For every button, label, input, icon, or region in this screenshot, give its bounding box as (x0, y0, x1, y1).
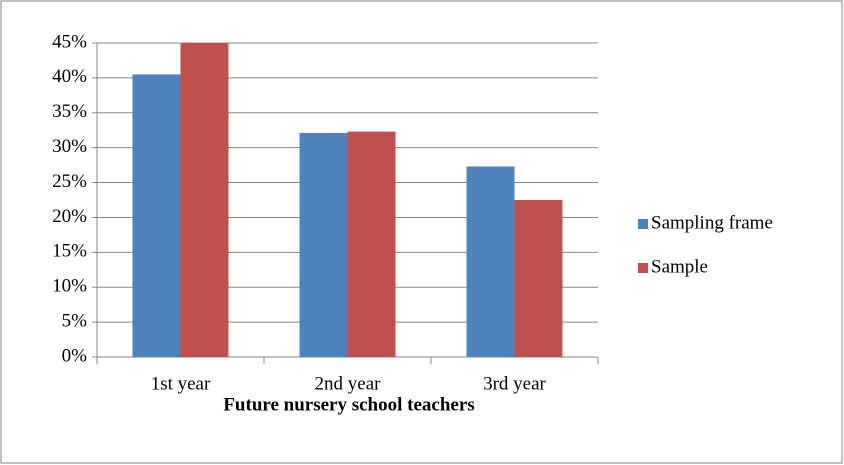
y-tick-label: 0% (62, 345, 88, 366)
x-tick-label: 1st year (151, 373, 211, 394)
legend-swatch (638, 263, 648, 273)
y-tick-label: 10% (52, 276, 87, 297)
bar (466, 166, 515, 357)
bar (132, 74, 181, 358)
y-tick-label: 5% (62, 310, 88, 331)
bar (299, 133, 348, 357)
legend-label: Sampling frame (651, 212, 773, 233)
x-axis-title: Future nursery school teachers (223, 394, 474, 415)
legend-swatch (638, 219, 648, 229)
y-tick-label: 30% (52, 136, 87, 157)
bar (514, 200, 563, 357)
y-tick-label: 20% (52, 206, 87, 227)
y-tick-label: 35% (52, 101, 87, 122)
y-tick-label: 45% (52, 31, 87, 52)
y-tick-label: 40% (52, 66, 87, 87)
x-tick-label: 2nd year (315, 373, 382, 394)
bar (347, 131, 396, 357)
y-tick-label: 15% (52, 241, 87, 262)
legend-label: Sample (651, 256, 708, 277)
bar (180, 43, 229, 357)
x-tick-label: 3rd year (483, 373, 546, 394)
y-tick-label: 25% (52, 171, 87, 192)
